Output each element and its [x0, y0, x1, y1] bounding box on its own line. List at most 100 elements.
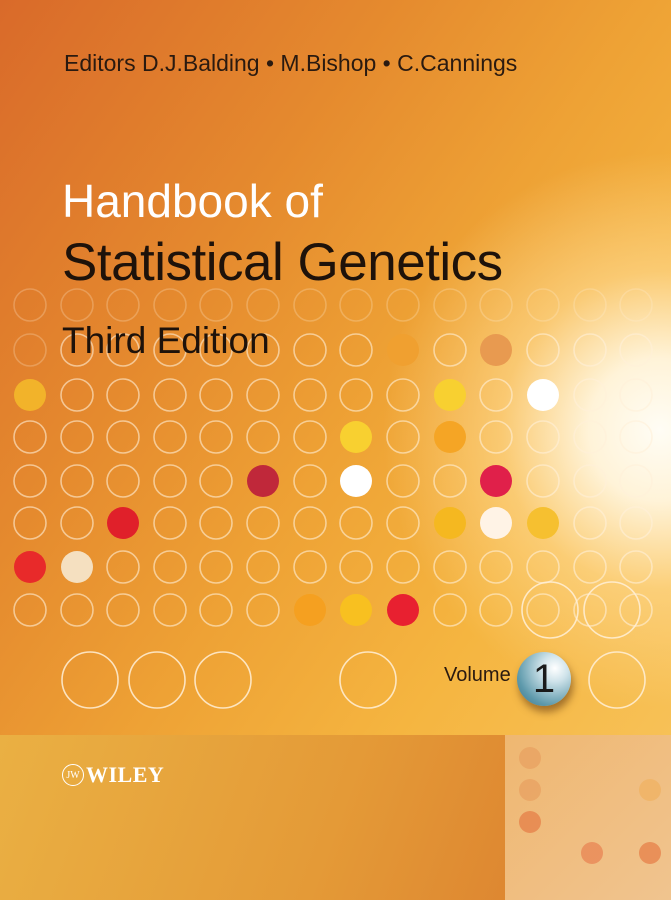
outline-dot: [339, 506, 373, 540]
outline-dot: [619, 593, 653, 627]
large-outline-dot: [61, 651, 119, 709]
outline-dot: [153, 333, 187, 367]
wiley-emblem-icon: JW: [62, 764, 84, 786]
outline-dot: [573, 550, 607, 584]
outline-dot: [199, 593, 233, 627]
filled-dot: [434, 507, 466, 539]
outline-dot: [199, 506, 233, 540]
outline-dot: [293, 333, 327, 367]
large-outline-dot: [128, 651, 186, 709]
outline-dot: [433, 464, 467, 498]
outline-dot: [386, 420, 420, 454]
outline-dot: [386, 506, 420, 540]
outline-dot: [199, 288, 233, 322]
outline-dot: [386, 288, 420, 322]
outline-dot: [573, 506, 607, 540]
outline-dot: [13, 288, 47, 322]
outline-dot: [526, 420, 560, 454]
outline-dot: [153, 593, 187, 627]
outline-dot: [433, 550, 467, 584]
filled-dot: [480, 465, 512, 497]
outline-dot: [339, 378, 373, 412]
outline-dot: [479, 550, 513, 584]
outline-dot: [246, 506, 280, 540]
editors-line: Editors D.J.Balding • M.Bishop • C.Canni…: [64, 50, 518, 76]
outline-dot: [199, 420, 233, 454]
outline-dot: [13, 333, 47, 367]
outline-dot: [153, 550, 187, 584]
outline-dot: [479, 378, 513, 412]
faded-dot: [519, 747, 541, 769]
outline-dot: [60, 420, 94, 454]
outline-dot: [573, 378, 607, 412]
outline-dot: [619, 333, 653, 367]
outline-dot: [293, 288, 327, 322]
edition-label: Third Edition: [62, 320, 270, 361]
outline-dot: [60, 288, 94, 322]
outline-dot: [246, 378, 280, 412]
outline-dot: [619, 288, 653, 322]
outline-dot: [293, 506, 327, 540]
outline-dot: [386, 464, 420, 498]
outline-dot: [573, 333, 607, 367]
filled-dot: [434, 421, 466, 453]
faded-dot: [639, 842, 661, 864]
outline-dot: [153, 464, 187, 498]
publisher-name: WILEY: [86, 762, 165, 787]
outline-dot: [106, 550, 140, 584]
large-outline-dot: [588, 651, 646, 709]
large-outline-dot: [521, 581, 579, 639]
outline-dot: [13, 464, 47, 498]
outline-dot: [106, 464, 140, 498]
outline-dot: [199, 464, 233, 498]
outline-dot: [106, 378, 140, 412]
outline-dot: [246, 420, 280, 454]
filled-dot: [527, 507, 559, 539]
outline-dot: [339, 550, 373, 584]
outline-dot: [106, 288, 140, 322]
outline-dot: [60, 378, 94, 412]
filled-dot: [61, 551, 93, 583]
large-outline-dot: [194, 651, 252, 709]
filled-dot: [14, 551, 46, 583]
outline-dot: [526, 288, 560, 322]
outline-dot: [526, 593, 560, 627]
outline-dot: [13, 420, 47, 454]
outline-dot: [526, 333, 560, 367]
outline-dot: [60, 464, 94, 498]
outline-dot: [293, 420, 327, 454]
filled-dot: [294, 594, 326, 626]
filled-dot: [340, 594, 372, 626]
outline-dot: [479, 593, 513, 627]
outline-dot: [573, 464, 607, 498]
title-line-1: Handbook of: [62, 175, 323, 227]
outline-dot: [199, 550, 233, 584]
outline-dot: [339, 333, 373, 367]
outline-dot: [619, 506, 653, 540]
filled-dot: [434, 379, 466, 411]
outline-dot: [153, 378, 187, 412]
filled-dot: [14, 379, 46, 411]
faded-dot: [581, 842, 603, 864]
outline-dot: [479, 288, 513, 322]
outline-dot: [479, 420, 513, 454]
outline-dot: [106, 333, 140, 367]
filled-dot: [107, 507, 139, 539]
faded-dot: [639, 779, 661, 801]
title-line-2: Statistical Genetics: [62, 233, 503, 292]
outline-dot: [153, 420, 187, 454]
faded-dot: [519, 779, 541, 801]
outline-dot: [13, 506, 47, 540]
filled-dot: [387, 334, 419, 366]
outline-dot: [246, 333, 280, 367]
outline-dot: [60, 506, 94, 540]
outline-dot: [293, 550, 327, 584]
outline-dot: [619, 464, 653, 498]
outline-dot: [199, 333, 233, 367]
outline-dot: [619, 420, 653, 454]
large-outline-dot: [583, 581, 641, 639]
outline-dot: [106, 593, 140, 627]
